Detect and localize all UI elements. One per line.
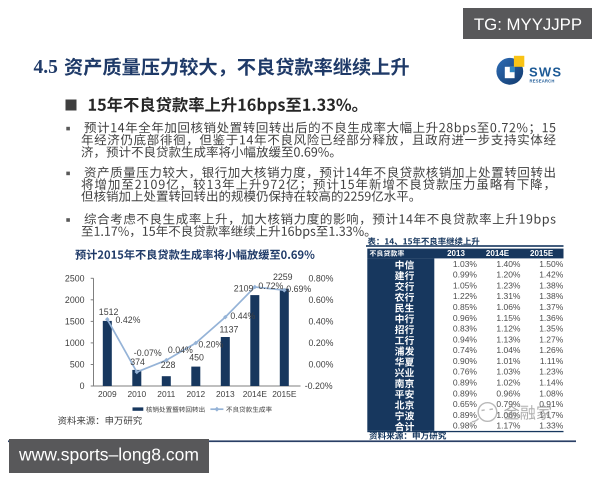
svg-text:1.01%: 1.01%: [496, 356, 521, 366]
svg-text:2013: 2013: [447, 249, 465, 258]
svg-text:1.36%: 1.36%: [539, 313, 564, 323]
svg-text:0.83%: 0.83%: [453, 324, 478, 334]
svg-text:2000: 2000: [65, 295, 85, 305]
svg-text:2012: 2012: [186, 389, 205, 399]
svg-text:0.60%: 0.60%: [309, 295, 334, 305]
svg-text:2013: 2013: [216, 389, 235, 399]
svg-text:0.69%: 0.69%: [286, 284, 311, 294]
svg-text:1.03%: 1.03%: [496, 367, 521, 377]
svg-text:2015E: 2015E: [272, 389, 297, 399]
svg-text:1.03%: 1.03%: [453, 259, 478, 269]
svg-text:374: 374: [130, 357, 145, 367]
svg-text:1.20%: 1.20%: [496, 270, 521, 280]
svg-text:2014E: 2014E: [243, 389, 268, 399]
svg-text:0.79%: 0.79%: [496, 399, 521, 409]
svg-text:1.23%: 1.23%: [496, 280, 521, 290]
svg-text:0.80%: 0.80%: [309, 273, 334, 283]
svg-text:0.98%: 0.98%: [453, 421, 478, 431]
svg-text:-0.07%: -0.07%: [134, 348, 162, 358]
svg-text:www.sports–long8.com: www.sports–long8.com: [18, 445, 199, 465]
svg-text:0.00%: 0.00%: [309, 360, 334, 370]
svg-text:1.33%: 1.33%: [539, 421, 564, 431]
svg-text:1.38%: 1.38%: [539, 291, 564, 301]
svg-text:1.11%: 1.11%: [540, 356, 564, 366]
svg-text:2011: 2011: [157, 389, 175, 399]
svg-text:2009: 2009: [98, 389, 117, 399]
svg-text:1.13%: 1.13%: [496, 334, 521, 344]
svg-text:1.35%: 1.35%: [539, 324, 564, 334]
svg-text:450: 450: [189, 353, 204, 363]
svg-text:0.40%: 0.40%: [309, 317, 334, 327]
svg-text:TG: MYYJJPP: TG: MYYJJPP: [474, 15, 582, 34]
svg-text:0.85%: 0.85%: [453, 302, 478, 312]
svg-text:1.15%: 1.15%: [496, 313, 521, 323]
svg-text:2109: 2109: [234, 284, 254, 294]
svg-text:0.99%: 0.99%: [453, 270, 478, 280]
svg-text:RESEARCH: RESEARCH: [530, 79, 555, 84]
svg-text:0.20%: 0.20%: [198, 340, 223, 350]
svg-text:1.17%: 1.17%: [539, 410, 564, 420]
svg-text:228: 228: [161, 360, 176, 370]
svg-text:1.40%: 1.40%: [496, 259, 521, 269]
svg-text:4.5: 4.5: [34, 57, 59, 78]
svg-text:1.08%: 1.08%: [539, 388, 564, 398]
svg-text:0.91%: 0.91%: [539, 399, 564, 409]
svg-text:0.44%: 0.44%: [230, 311, 255, 321]
svg-text:0.65%: 0.65%: [453, 399, 478, 409]
svg-text:1137: 1137: [219, 325, 238, 335]
svg-text:0.90%: 0.90%: [453, 356, 478, 366]
svg-text:0.89%: 0.89%: [453, 388, 478, 398]
svg-text:1.38%: 1.38%: [539, 280, 564, 290]
svg-text:0.76%: 0.76%: [453, 367, 478, 377]
svg-text:1.17%: 1.17%: [496, 421, 521, 431]
svg-text:0.72%: 0.72%: [258, 281, 283, 291]
svg-text:1.06%: 1.06%: [496, 302, 521, 312]
svg-text:SWS: SWS: [529, 65, 562, 80]
svg-text:1512: 1512: [99, 307, 119, 317]
svg-text:1.12%: 1.12%: [496, 324, 521, 334]
svg-text:1.50%: 1.50%: [539, 259, 564, 269]
svg-text:0.04%: 0.04%: [168, 345, 193, 355]
svg-text:1.37%: 1.37%: [539, 302, 564, 312]
svg-text:1.06%: 1.06%: [496, 410, 521, 420]
svg-text:500: 500: [70, 360, 85, 370]
svg-text:1500: 1500: [65, 317, 85, 327]
svg-text:0.42%: 0.42%: [116, 315, 141, 325]
svg-text:1.04%: 1.04%: [496, 345, 521, 355]
svg-text:1.27%: 1.27%: [539, 334, 564, 344]
svg-text:0.89%: 0.89%: [453, 410, 478, 420]
svg-text:1.31%: 1.31%: [496, 291, 521, 301]
svg-text:0.89%: 0.89%: [453, 377, 478, 387]
svg-text:1.22%: 1.22%: [453, 291, 478, 301]
svg-text:-0.20%: -0.20%: [305, 381, 333, 391]
svg-text:1.26%: 1.26%: [539, 345, 564, 355]
svg-text:2500: 2500: [65, 273, 85, 283]
svg-text:2014E: 2014E: [486, 249, 510, 258]
svg-text:0.74%: 0.74%: [453, 345, 478, 355]
svg-text:0.96%: 0.96%: [496, 388, 521, 398]
svg-text:2010: 2010: [127, 389, 146, 399]
svg-text:0.20%: 0.20%: [309, 338, 334, 348]
svg-text:1.05%: 1.05%: [453, 280, 478, 290]
svg-text:0.96%: 0.96%: [453, 313, 478, 323]
svg-text:2015E: 2015E: [530, 249, 554, 258]
svg-text:1.02%: 1.02%: [496, 377, 521, 387]
svg-text:0.94%: 0.94%: [453, 334, 478, 344]
svg-text:1.23%: 1.23%: [539, 367, 564, 377]
svg-text:1.14%: 1.14%: [539, 377, 564, 387]
svg-text:1000: 1000: [65, 338, 85, 348]
svg-text:0: 0: [80, 381, 85, 391]
svg-text:1.42%: 1.42%: [539, 270, 564, 280]
svg-text:2259: 2259: [273, 272, 293, 282]
